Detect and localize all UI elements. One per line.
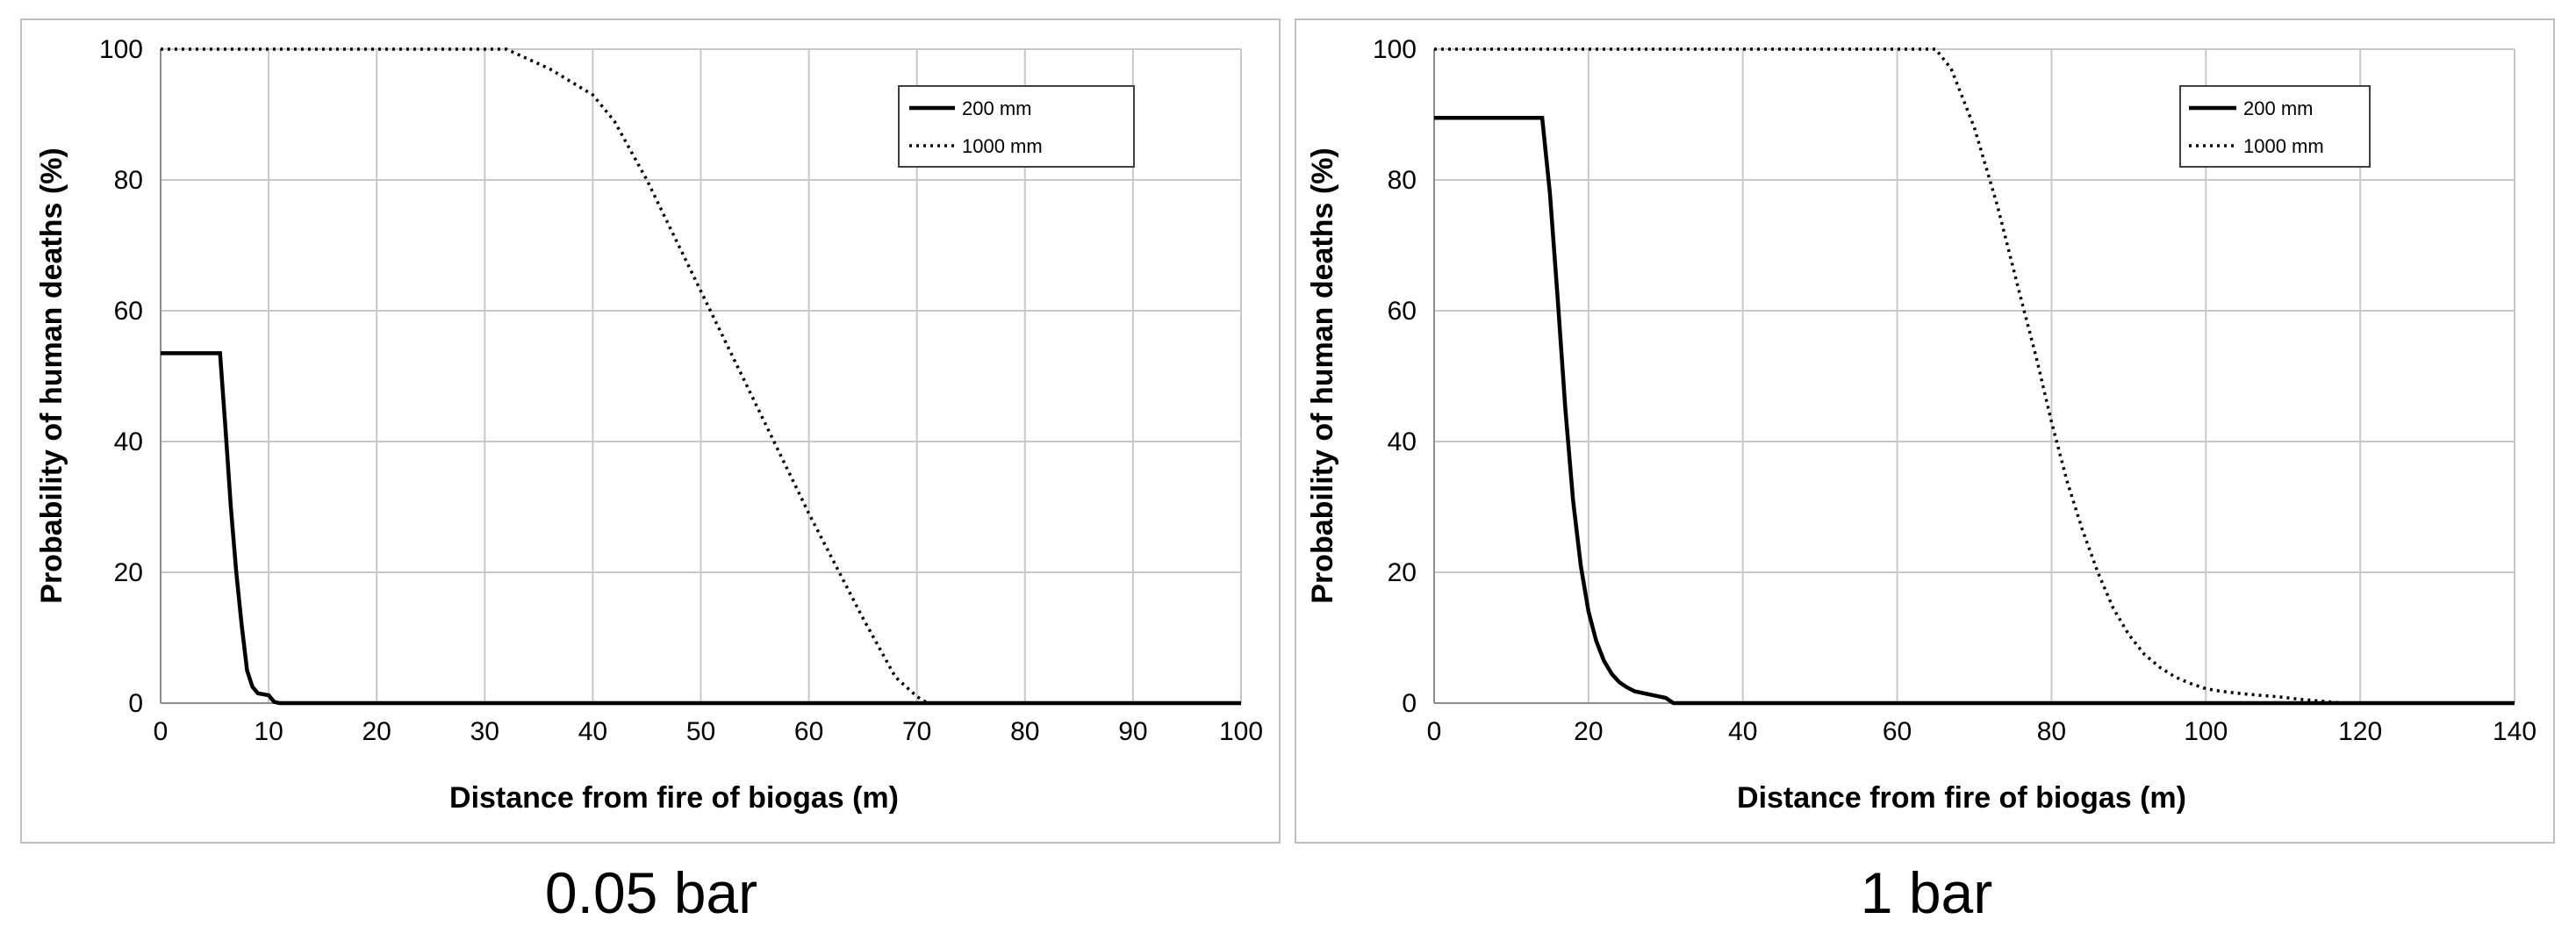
x-tick-label: 50 xyxy=(686,717,715,746)
x-tick-label: 100 xyxy=(1219,717,1263,746)
y-tick-label: 20 xyxy=(1388,558,1417,587)
y-tick-label: 40 xyxy=(1388,427,1417,456)
x-tick-label: 100 xyxy=(2184,717,2228,746)
x-axis-title: Distance from fire of biogas (m) xyxy=(449,781,899,815)
x-tick-label: 140 xyxy=(2493,717,2537,746)
y-tick-label: 100 xyxy=(1373,35,1417,64)
legend-box xyxy=(898,85,1135,168)
x-axis-title: Distance from fire of biogas (m) xyxy=(1737,781,2186,815)
chart-panel-0-05-bar: 0 10 20 30 40 50 60 70 80 90 100 0 20 40 60 80 100 Dista… xyxy=(20,18,1281,844)
legend-label-1000mm: 1000 mm xyxy=(962,135,1043,157)
x-tick-label: 90 xyxy=(1118,717,1147,746)
y-axis-title: Probability of human deaths (%) xyxy=(1306,147,1339,603)
legend: 200 mm 1000 mm xyxy=(2179,85,2371,168)
series-line-200mm xyxy=(1434,115,2515,706)
legend-label-200mm: 200 mm xyxy=(962,97,1031,119)
panel-caption-1-bar: 1 bar xyxy=(1861,860,1992,925)
x-tick-label: 60 xyxy=(1883,717,1912,746)
chart-frame xyxy=(1295,18,2555,844)
x-tick-label: 120 xyxy=(2338,717,2382,746)
tick-labels: 0 10 20 30 40 50 60 70 80 90 100 0 20 40 60 80 100 xyxy=(99,35,1263,746)
legend-label-1000mm: 1000 mm xyxy=(2243,135,2324,157)
legend: 200 mm 1000 mm xyxy=(898,85,1135,168)
y-tick-label: 80 xyxy=(1388,166,1417,195)
series-line-200mm xyxy=(161,351,1241,706)
chart-frame xyxy=(20,18,1281,844)
y-tick-label: 60 xyxy=(114,297,143,326)
x-tick-label: 80 xyxy=(1010,717,1039,746)
x-tick-label: 70 xyxy=(902,717,931,746)
x-tick-label: 10 xyxy=(254,717,283,746)
y-tick-label: 20 xyxy=(114,558,143,587)
x-tick-label: 40 xyxy=(578,717,607,746)
x-tick-label: 40 xyxy=(1728,717,1757,746)
chart-panel-1-bar: 0 20 40 60 80 100 120 140 0 20 40 60 80 100 Distance … xyxy=(1295,18,2555,844)
series-line-1000mm xyxy=(1434,47,2515,705)
y-tick-label: 60 xyxy=(1388,297,1417,326)
y-tick-label: 100 xyxy=(99,35,143,64)
y-tick-label: 0 xyxy=(1402,689,1417,718)
legend-label-200mm: 200 mm xyxy=(2243,97,2313,119)
series-line-1000mm xyxy=(161,47,1241,705)
x-tick-label: 0 xyxy=(1427,717,1442,746)
panel-caption-0-05-bar: 0.05 bar xyxy=(545,860,757,925)
x-tick-label: 60 xyxy=(794,717,823,746)
y-axis-title: Probability of human deaths (%) xyxy=(35,147,68,603)
x-tick-label: 80 xyxy=(2037,717,2066,746)
x-tick-label: 30 xyxy=(470,717,499,746)
series-lines xyxy=(1434,47,2515,706)
legend-box xyxy=(2179,85,2371,168)
y-tick-label: 0 xyxy=(128,689,143,718)
tick-labels: 0 20 40 60 80 100 120 140 0 20 40 60 80 100 xyxy=(1373,35,2537,746)
series-lines xyxy=(161,47,1241,706)
x-tick-label: 20 xyxy=(362,717,391,746)
x-tick-label: 20 xyxy=(1574,717,1603,746)
x-tick-label: 0 xyxy=(154,717,169,746)
y-tick-label: 80 xyxy=(114,166,143,195)
y-tick-label: 40 xyxy=(114,427,143,456)
